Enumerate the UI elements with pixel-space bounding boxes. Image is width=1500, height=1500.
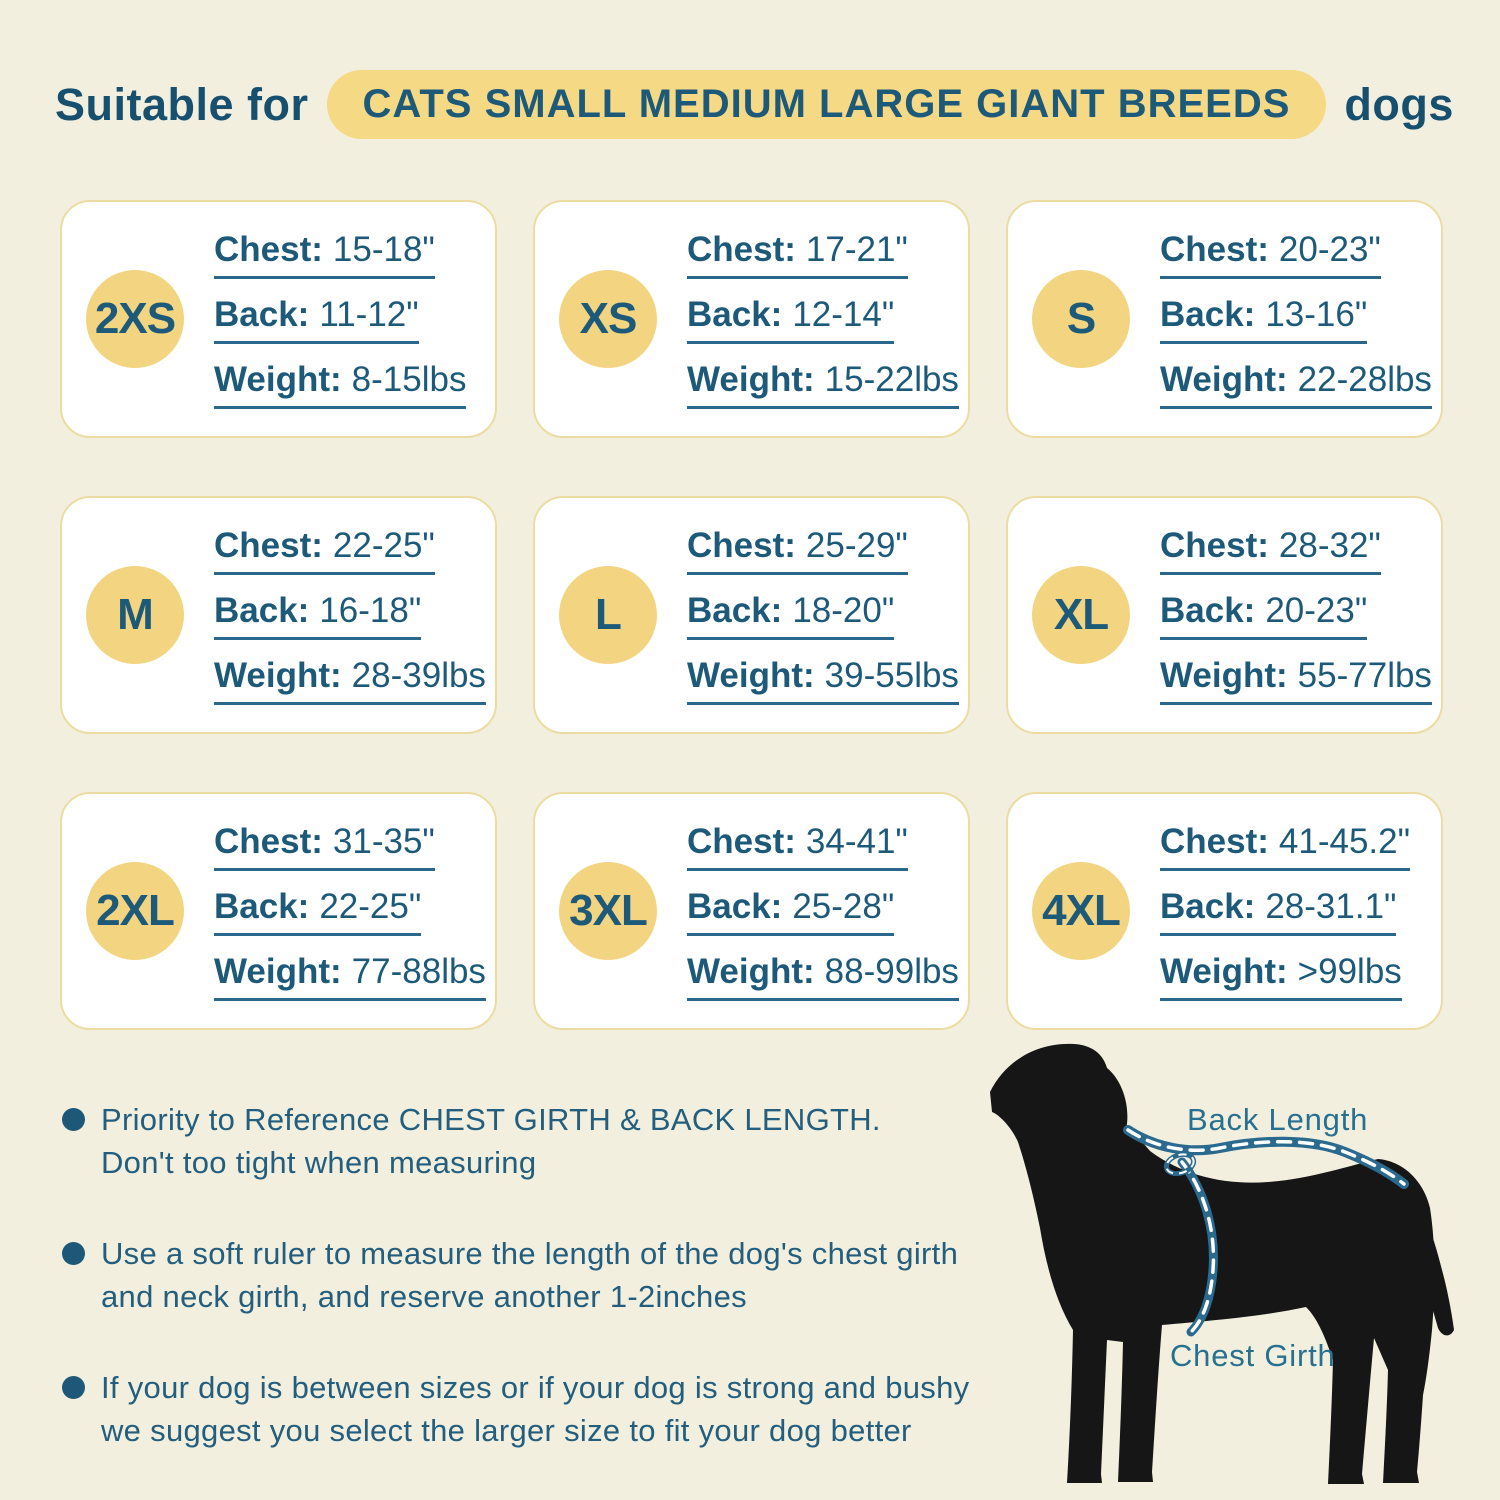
weight-stat: Weight: 22-28lbs: [1160, 360, 1432, 409]
chest-stat: Chest: 28-32": [1160, 526, 1381, 575]
size-stats: Chest: 25-29" Back: 18-20" Weight: 39-55lbs: [687, 518, 959, 713]
size-badge: 3XL: [559, 862, 657, 960]
size-badge: 2XS: [86, 270, 184, 368]
back-stat: Back: 12-14": [687, 295, 895, 344]
back-stat: Back: 11-12": [214, 295, 419, 344]
size-stats: Chest: 15-18" Back: 11-12" Weight: 8-15lbs: [214, 222, 467, 417]
weight-stat: Weight: 39-55lbs: [687, 656, 959, 705]
size-cards-grid: 2XS Chest: 15-18" Back: 11-12" Weight: 8-15…: [60, 200, 1443, 1030]
title-suffix: dogs: [1344, 78, 1454, 130]
back-stat: Back: 18-20": [687, 591, 895, 640]
size-stats: Chest: 17-21" Back: 12-14" Weight: 15-22lbs: [687, 222, 959, 417]
size-stats: Chest: 41-45.2" Back: 28-31.1" Weight: >99l…: [1160, 814, 1411, 1009]
chest-stat: Chest: 15-18": [214, 230, 435, 279]
size-card-3xl: 3XL Chest: 34-41" Back: 25-28" Weight: 88-9…: [533, 792, 970, 1030]
note-line: Don't too tight when measuring: [101, 1145, 537, 1181]
chest-stat: Chest: 20-23": [1160, 230, 1381, 279]
dog-tail: [1392, 1170, 1454, 1336]
weight-stat: Weight: 88-99lbs: [687, 952, 959, 1001]
chest-stat: Chest: 22-25": [214, 526, 435, 575]
size-card-xs: XS Chest: 17-21" Back: 12-14" Weight: 15-22…: [533, 200, 970, 438]
size-badge: S: [1032, 270, 1130, 368]
size-badge: XL: [1032, 566, 1130, 664]
back-stat: Back: 16-18": [214, 591, 422, 640]
note-item: Use a soft ruler to measure the length o…: [62, 1232, 992, 1319]
size-card-s: S Chest: 20-23" Back: 13-16" Weight: 22-28l…: [1006, 200, 1443, 438]
note-line: Use a soft ruler to measure the length o…: [101, 1235, 959, 1271]
back-stat: Back: 20-23": [1160, 591, 1368, 640]
weight-stat: Weight: 28-39lbs: [214, 656, 486, 705]
note-line: we suggest you select the larger size to…: [101, 1412, 912, 1448]
note-item: If your dog is between sizes or if your …: [62, 1366, 992, 1453]
dog-measurement-diagram: Back Length Chest Girth: [980, 1030, 1500, 1500]
size-stats: Chest: 20-23" Back: 13-16" Weight: 22-28lbs: [1160, 222, 1432, 417]
weight-stat: Weight: 77-88lbs: [214, 952, 486, 1001]
bullet-icon: [62, 1108, 85, 1131]
size-card-2xs: 2XS Chest: 15-18" Back: 11-12" Weight: 8-15…: [60, 200, 497, 438]
back-stat: Back: 13-16": [1160, 295, 1368, 344]
size-card-xl: XL Chest: 28-32" Back: 20-23" Weight: 55-77…: [1006, 496, 1443, 734]
chest-stat: Chest: 34-41": [687, 822, 908, 871]
size-stats: Chest: 34-41" Back: 25-28" Weight: 88-99lbs: [687, 814, 959, 1009]
dog-photo: [990, 1043, 1454, 1484]
chest-stat: Chest: 17-21": [687, 230, 908, 279]
chest-girth-dashes: [1180, 1160, 1216, 1334]
breeds-highlight: CATS SMALL MEDIUM LARGE GIANT BREEDS: [326, 70, 1327, 139]
size-card-l: L Chest: 25-29" Back: 18-20" Weight: 39-55l…: [533, 496, 970, 734]
size-badge: XS: [559, 270, 657, 368]
chest-stat: Chest: 25-29": [687, 526, 908, 575]
size-stats: Chest: 31-35" Back: 22-25" Weight: 77-88lbs: [214, 814, 486, 1009]
weight-stat: Weight: 8-15lbs: [214, 360, 467, 409]
chest-stat: Chest: 31-35": [214, 822, 435, 871]
note-line: If your dog is between sizes or if your …: [101, 1369, 970, 1405]
note-item: Priority to Reference CHEST GIRTH & BACK…: [62, 1098, 992, 1185]
back-stat: Back: 28-31.1": [1160, 887, 1397, 936]
size-stats: Chest: 22-25" Back: 16-18" Weight: 28-39lbs: [214, 518, 486, 713]
note-line: Priority to Reference CHEST GIRTH & BACK…: [101, 1102, 881, 1137]
size-badge: 4XL: [1032, 862, 1130, 960]
measurement-notes: Priority to Reference CHEST GIRTH & BACK…: [62, 1098, 992, 1499]
weight-stat: Weight: >99lbs: [1160, 952, 1402, 1001]
size-badge: M: [86, 566, 184, 664]
chest-girth-label: Chest Girth: [1170, 1338, 1336, 1373]
back-length-dashes: [1126, 1128, 1406, 1186]
size-badge: 2XL: [86, 862, 184, 960]
size-card-2xl: 2XL Chest: 31-35" Back: 22-25" Weight: 77-8…: [60, 792, 497, 1030]
bullet-icon: [62, 1375, 85, 1399]
size-badge: L: [559, 566, 657, 664]
size-stats: Chest: 28-32" Back: 20-23" Weight: 55-77lbs: [1160, 518, 1432, 713]
size-card-m: M Chest: 22-25" Back: 16-18" Weight: 28-39l…: [60, 496, 497, 734]
title-prefix: Suitable for: [55, 78, 309, 130]
weight-stat: Weight: 55-77lbs: [1160, 656, 1432, 705]
note-line: and neck girth, and reserve another 1-2i…: [101, 1279, 747, 1315]
chest-stat: Chest: 41-45.2": [1160, 822, 1411, 871]
back-length-label: Back Length: [1187, 1102, 1369, 1137]
back-stat: Back: 22-25": [214, 887, 422, 936]
bullet-icon: [62, 1241, 85, 1265]
page-title: Suitable for CATS SMALL MEDIUM LARGE GIA…: [55, 70, 1454, 139]
size-card-4xl: 4XL Chest: 41-45.2" Back: 28-31.1" Weight:…: [1006, 792, 1443, 1030]
back-stat: Back: 25-28": [687, 887, 895, 936]
weight-stat: Weight: 15-22lbs: [687, 360, 959, 409]
tape-loop-dashes: [1165, 1153, 1195, 1175]
